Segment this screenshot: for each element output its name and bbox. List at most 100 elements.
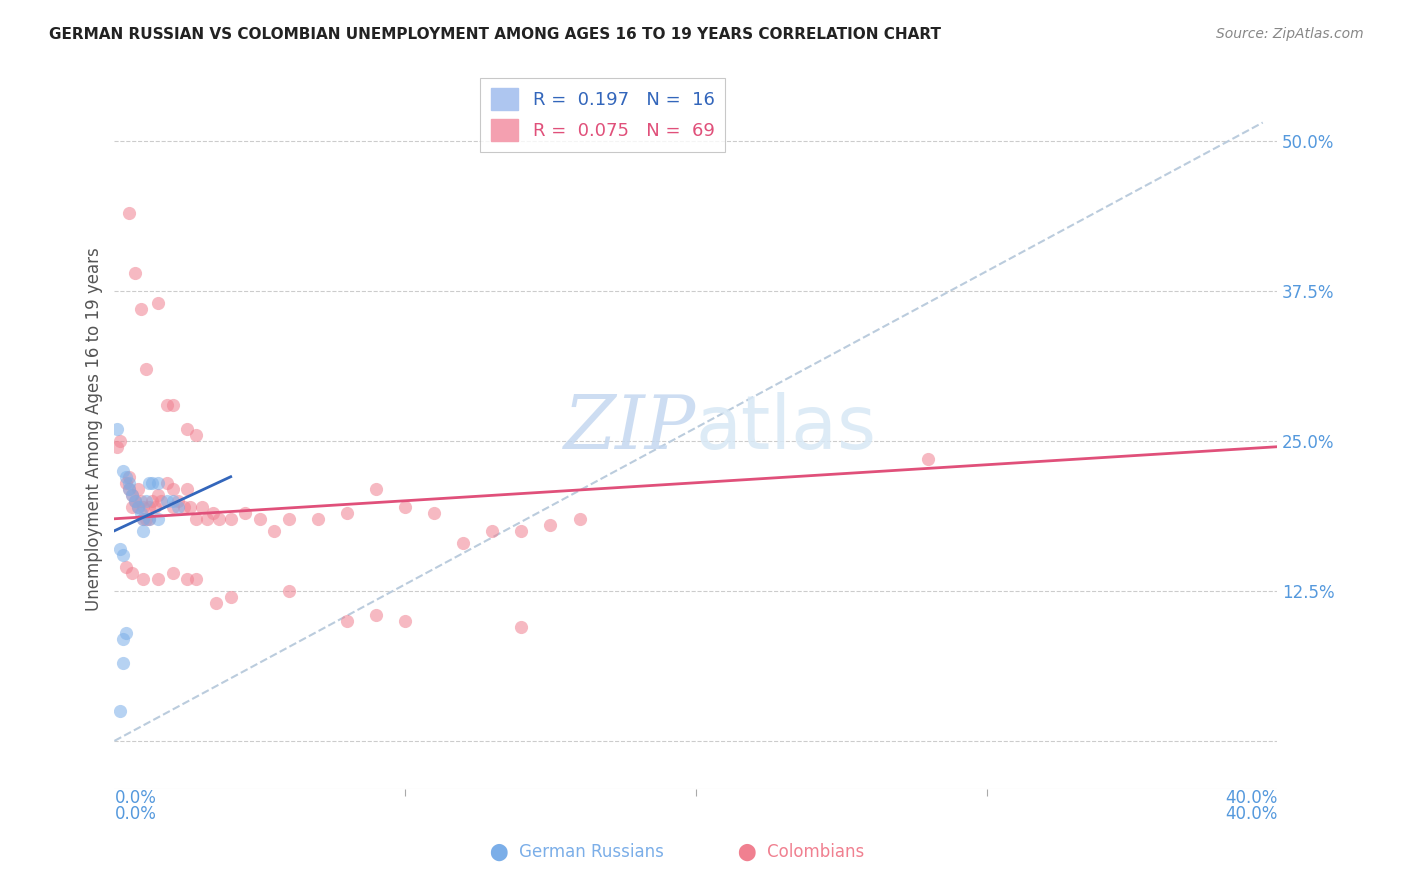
Point xyxy=(110,541,132,556)
Point xyxy=(277,512,299,526)
Point xyxy=(307,512,329,526)
Point xyxy=(277,583,299,598)
Point xyxy=(118,205,141,219)
Text: ⬤  Colombians: ⬤ Colombians xyxy=(738,843,865,861)
Point xyxy=(118,482,141,496)
Point xyxy=(146,512,169,526)
Point xyxy=(115,475,138,490)
Point xyxy=(141,493,163,508)
Point xyxy=(112,464,135,478)
Point xyxy=(568,512,591,526)
Point xyxy=(110,704,132,718)
Point xyxy=(105,422,128,436)
Point xyxy=(336,506,359,520)
Point xyxy=(121,488,143,502)
Point xyxy=(190,500,212,514)
Point xyxy=(917,451,939,466)
Point xyxy=(162,566,184,580)
Point xyxy=(162,500,184,514)
Point xyxy=(202,506,225,520)
Point xyxy=(105,440,128,454)
Point xyxy=(127,482,149,496)
Point xyxy=(197,512,219,526)
Point xyxy=(540,517,562,532)
Point xyxy=(336,614,359,628)
Point xyxy=(124,493,146,508)
Point xyxy=(149,493,172,508)
Point xyxy=(233,506,256,520)
Point xyxy=(141,475,163,490)
Point xyxy=(112,632,135,646)
Text: 0.0%: 0.0% xyxy=(114,789,156,807)
Point xyxy=(127,500,149,514)
Text: ⬤  German Russians: ⬤ German Russians xyxy=(489,843,664,861)
Point xyxy=(121,488,143,502)
Point xyxy=(132,524,155,538)
Point xyxy=(146,295,169,310)
Point xyxy=(179,500,201,514)
Point xyxy=(115,625,138,640)
Point xyxy=(162,493,184,508)
Point xyxy=(451,536,474,550)
Point xyxy=(115,559,138,574)
Text: 40.0%: 40.0% xyxy=(1225,805,1277,823)
Point xyxy=(481,524,503,538)
Point xyxy=(364,607,387,622)
Point xyxy=(129,493,152,508)
Point xyxy=(129,506,152,520)
Point xyxy=(364,482,387,496)
Point xyxy=(184,427,207,442)
Point xyxy=(121,566,143,580)
Point xyxy=(184,572,207,586)
Text: atlas: atlas xyxy=(696,392,877,466)
Point xyxy=(219,512,242,526)
Point xyxy=(510,620,533,634)
Point xyxy=(132,512,155,526)
Point xyxy=(138,512,160,526)
Point xyxy=(156,475,179,490)
Text: ZIP: ZIP xyxy=(564,392,696,465)
Text: GERMAN RUSSIAN VS COLOMBIAN UNEMPLOYMENT AMONG AGES 16 TO 19 YEARS CORRELATION C: GERMAN RUSSIAN VS COLOMBIAN UNEMPLOYMENT… xyxy=(49,27,941,42)
Point xyxy=(156,398,179,412)
Text: 40.0%: 40.0% xyxy=(1225,789,1277,807)
Point xyxy=(118,482,141,496)
Point xyxy=(208,512,231,526)
Point xyxy=(146,475,169,490)
Point xyxy=(423,506,446,520)
Point xyxy=(156,493,179,508)
Text: Source: ZipAtlas.com: Source: ZipAtlas.com xyxy=(1216,27,1364,41)
Point xyxy=(219,590,242,604)
Point xyxy=(394,614,416,628)
Point xyxy=(146,572,169,586)
Text: 0.0%: 0.0% xyxy=(114,805,156,823)
Point xyxy=(263,524,285,538)
Y-axis label: Unemployment Among Ages 16 to 19 years: Unemployment Among Ages 16 to 19 years xyxy=(86,247,103,611)
Point xyxy=(132,512,155,526)
Point xyxy=(394,500,416,514)
Point xyxy=(184,512,207,526)
Point xyxy=(129,301,152,316)
Point xyxy=(176,572,198,586)
Legend: R =  0.197   N =  16, R =  0.075   N =  69: R = 0.197 N = 16, R = 0.075 N = 69 xyxy=(481,78,725,153)
Point xyxy=(162,482,184,496)
Point xyxy=(127,500,149,514)
Point xyxy=(121,500,143,514)
Point xyxy=(205,596,228,610)
Point xyxy=(132,500,155,514)
Point xyxy=(146,488,169,502)
Point xyxy=(135,493,157,508)
Point xyxy=(510,524,533,538)
Point xyxy=(135,361,157,376)
Point xyxy=(143,500,166,514)
Point xyxy=(167,493,190,508)
Point xyxy=(162,398,184,412)
Point xyxy=(138,512,160,526)
Point xyxy=(118,475,141,490)
Point xyxy=(173,500,195,514)
Point xyxy=(138,475,160,490)
Point xyxy=(118,469,141,483)
Point xyxy=(124,493,146,508)
Point xyxy=(112,548,135,562)
Point xyxy=(132,572,155,586)
Point xyxy=(249,512,271,526)
